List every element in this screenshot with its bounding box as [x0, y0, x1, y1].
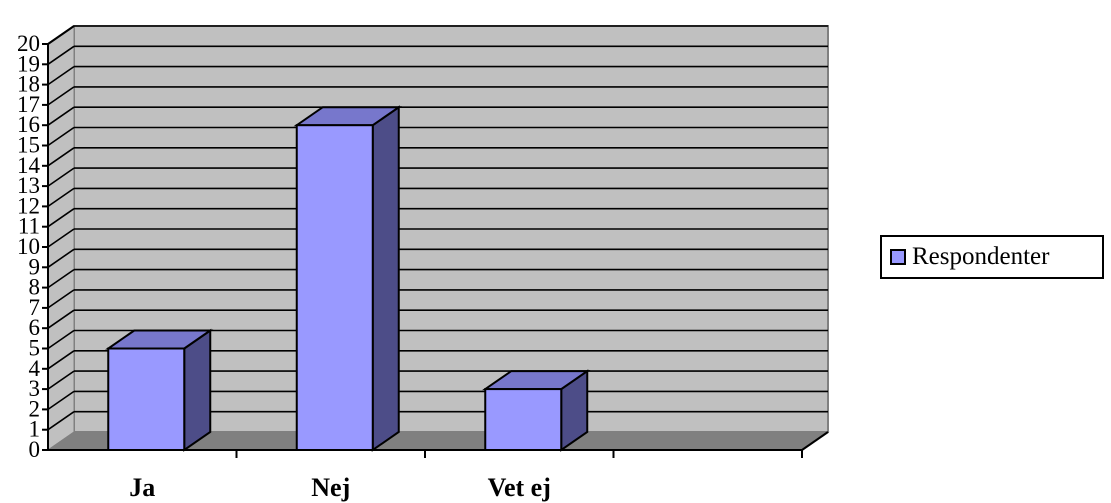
y-tick-label: 6 — [29, 315, 41, 340]
legend-series-label: Respondenter — [912, 243, 1050, 270]
y-tick-label: 12 — [17, 193, 40, 218]
gridline-side — [47, 208, 75, 228]
gridline-side — [47, 86, 75, 106]
chart-gridlines — [47, 25, 828, 431]
y-tick-label: 11 — [18, 214, 40, 239]
gridline-side — [47, 126, 75, 147]
bar — [105, 328, 214, 452]
bar-side-face — [371, 105, 400, 452]
y-tick-label: 2 — [29, 396, 41, 421]
x-category-label: Vet ej — [488, 473, 551, 502]
y-tick-label: 0 — [29, 437, 41, 462]
y-tick-label: 20 — [17, 31, 40, 56]
floor-edge — [801, 431, 829, 451]
gridline-side — [47, 106, 75, 126]
x-category-label: Nej — [311, 473, 350, 502]
gridline-side — [47, 390, 75, 411]
chart-bars — [105, 105, 591, 452]
y-tick-label: 18 — [17, 72, 40, 97]
y-tick-label: 14 — [17, 153, 41, 178]
gridline-side — [47, 411, 75, 431]
legend-swatch — [890, 249, 906, 265]
y-tick-label: 9 — [29, 254, 41, 279]
gridline-side — [47, 167, 75, 187]
x-axis-category-labels: Ja Nej Vet ej — [129, 473, 551, 502]
y-tick-label: 7 — [29, 295, 41, 320]
y-tick-label: 16 — [17, 112, 40, 137]
gridline-side — [47, 45, 75, 65]
y-tick-label: 3 — [29, 376, 41, 401]
y-tick-label: 5 — [29, 336, 41, 361]
chart-legend: Respondenter — [880, 235, 1104, 279]
bar-front-face — [295, 124, 374, 451]
gridline-side — [47, 268, 75, 289]
y-tick-label: 4 — [29, 356, 41, 381]
bar — [482, 369, 591, 452]
gridline-side — [47, 147, 75, 167]
y-axis-top-edge — [47, 25, 75, 45]
gridline-side — [47, 309, 75, 329]
gridline-side — [47, 370, 75, 390]
y-tick-label: 15 — [17, 133, 40, 158]
gridline-side — [47, 228, 75, 248]
y-tick-label: 8 — [29, 275, 41, 300]
gridline-side — [47, 248, 75, 268]
y-tick-label: 19 — [17, 51, 40, 76]
gridline-side — [47, 289, 75, 309]
bar — [293, 105, 402, 452]
gridline-side — [47, 187, 75, 208]
gridline-side — [47, 350, 75, 370]
y-tick-label: 10 — [17, 234, 40, 259]
bar-front-face — [484, 388, 563, 452]
y-tick-label: 1 — [29, 417, 41, 442]
x-category-label: Ja — [129, 473, 155, 502]
gridline-side — [47, 65, 75, 86]
y-tick-label: 13 — [17, 173, 40, 198]
bar-front-face — [107, 347, 186, 451]
bar-side-face — [183, 328, 212, 452]
gridline-side — [47, 329, 75, 350]
y-tick-label: 17 — [17, 92, 40, 117]
